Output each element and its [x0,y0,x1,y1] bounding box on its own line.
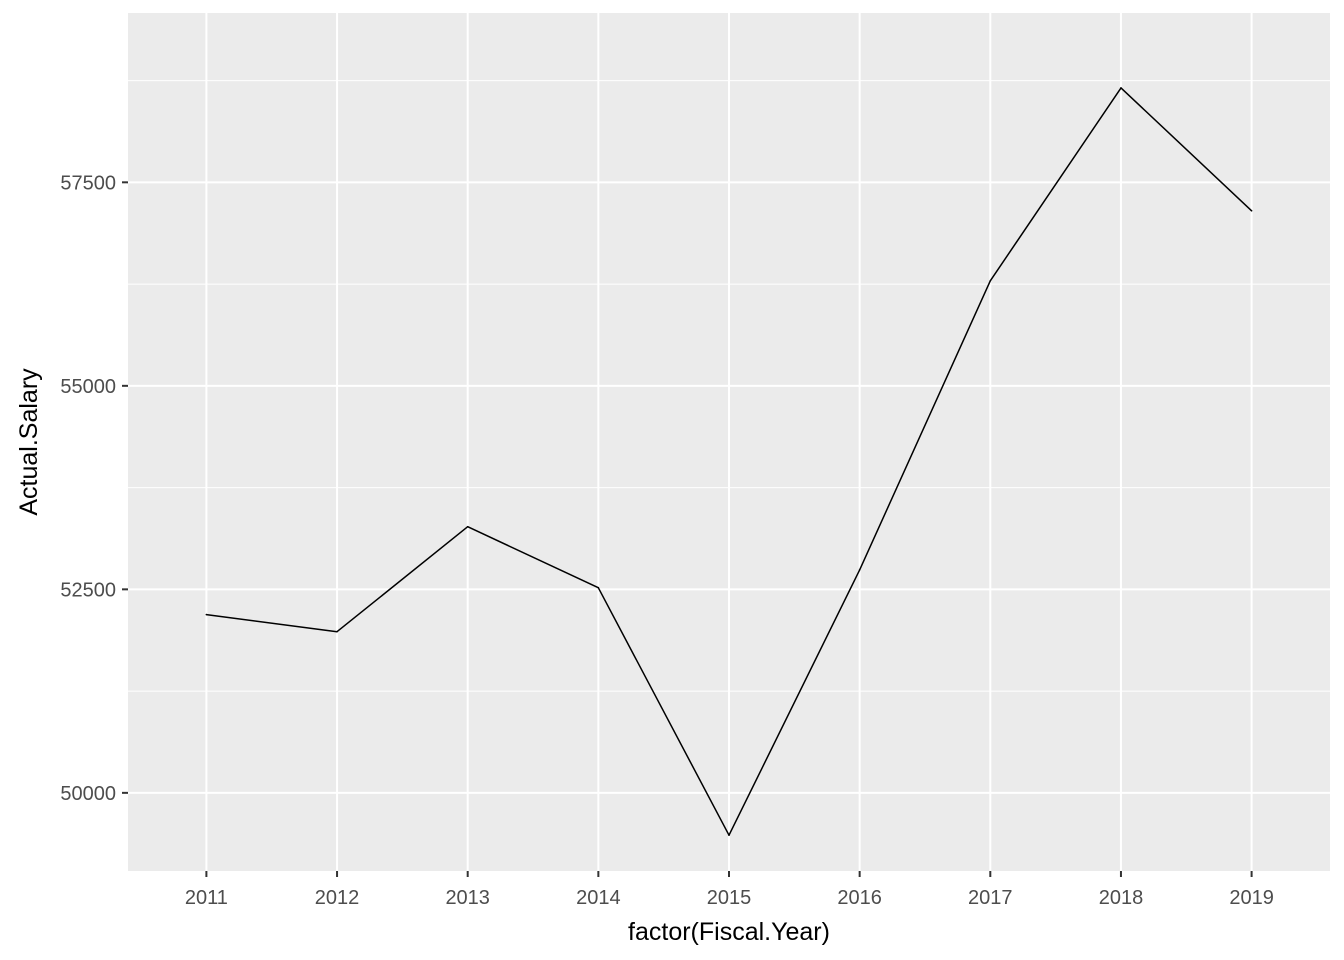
x-tick-label: 2019 [1229,887,1274,909]
x-tick-label: 2011 [185,887,228,909]
y-tick-label: 50000 [60,783,116,805]
y-tick-label: 55000 [60,376,116,398]
y-axis-title: Actual.Salary [15,368,43,516]
data-point [728,834,730,836]
major-gridlines [128,13,1330,871]
data-point [597,586,600,589]
series-layer [205,87,1253,836]
x-tick-label: 2018 [1099,887,1144,909]
data-point [336,630,338,633]
x-tick-label: 2017 [968,887,1013,909]
x-tick-label: 2013 [445,887,490,909]
x-tick-label: 2014 [576,887,621,909]
data-point [858,569,861,571]
data-point [989,280,992,282]
data-point [466,525,469,528]
y-tick-label: 57500 [60,172,116,194]
data-point [1250,210,1253,212]
x-tick-label: 2016 [837,887,882,909]
x-axis-title: factor(Fiscal.Year) [628,918,830,946]
y-axis: 50000 52500 55000 57500 [60,172,128,805]
data-point [205,613,208,616]
x-tick-label: 2015 [707,887,752,909]
x-tick-label: 2012 [315,887,360,909]
y-tick-label: 52500 [60,579,116,601]
data-point [1120,87,1122,89]
x-axis: 2011 2012 2013 2014 2015 2016 2017 2018 2019 [185,871,1274,909]
